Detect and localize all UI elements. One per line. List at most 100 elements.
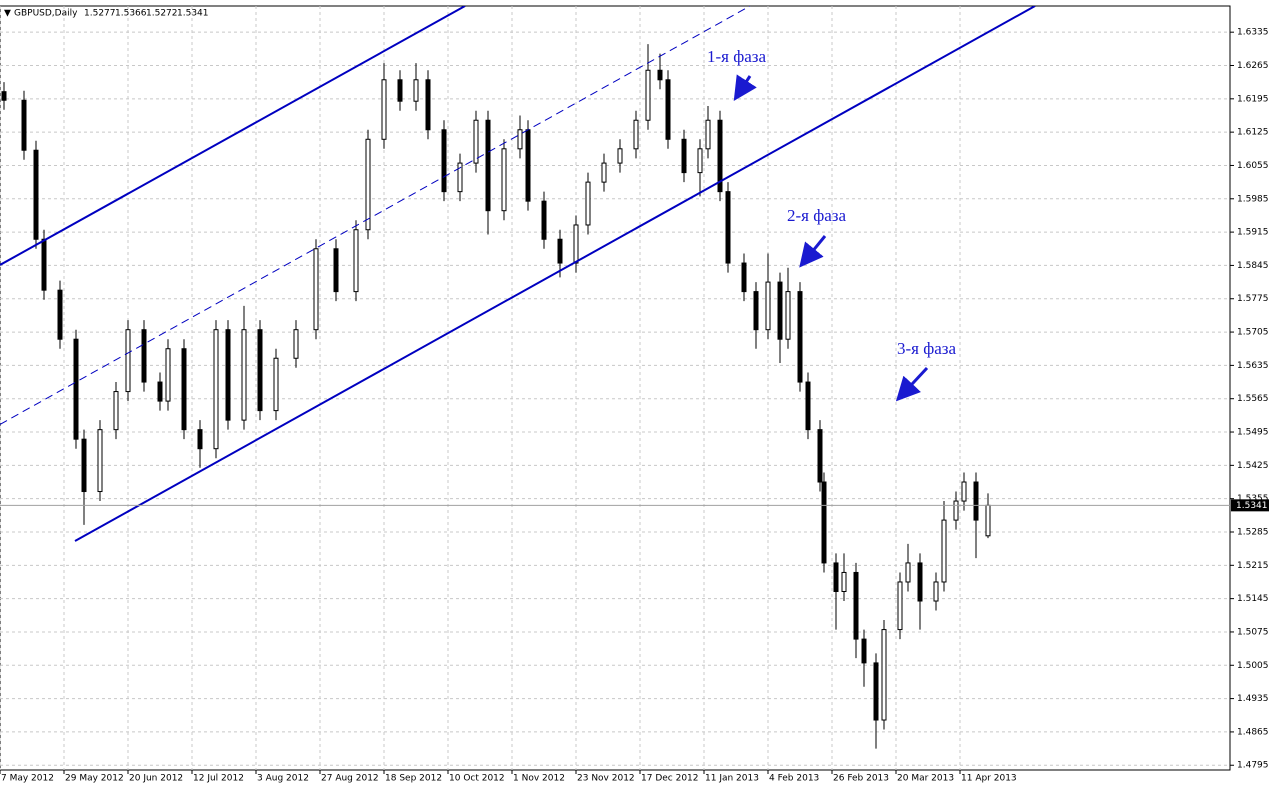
trend-line [0,6,466,266]
x-tick-label: 18 Sep 2012 [385,774,442,784]
candle-body [73,338,79,440]
candle-body [165,348,171,402]
candle-body [501,148,507,212]
y-tick-label: 1.5215 [1237,561,1269,571]
candle-body [785,291,791,340]
y-tick-label: 1.5075 [1237,627,1269,637]
candle-body [397,79,403,102]
candle-body [573,224,579,264]
candle-body [985,504,991,537]
y-tick-label: 1.5355 [1237,494,1269,504]
x-tick-label: 20 Jun 2012 [129,774,183,784]
candle-body [741,262,747,293]
candle-body [933,581,939,602]
x-tick-label: 12 Jul 2012 [193,774,244,784]
y-tick-label: 1.6335 [1237,28,1269,38]
candle-body [517,129,523,150]
candle-body [413,79,419,102]
candle-body [941,519,947,583]
candle-body [333,248,339,293]
x-tick-label: 27 Aug 2012 [321,774,379,784]
candle-body [293,329,299,359]
y-tick-label: 1.4795 [1237,761,1269,771]
candle-body [765,281,771,331]
candle-body [973,481,979,521]
candle-body [753,291,759,331]
y-tick-label: 1.5425 [1237,461,1269,471]
x-tick-label: 17 Dec 2012 [641,774,699,784]
y-tick-label: 1.5775 [1237,294,1269,304]
x-tick-label: 3 Aug 2012 [257,774,309,784]
candle-body [853,571,859,640]
candle-body [353,229,359,293]
candle-body [57,289,63,340]
y-tick-label: 1.5145 [1237,594,1269,604]
candle-body [633,119,639,150]
candle-body [725,191,731,264]
candle-body [1,91,7,101]
y-tick-label: 1.6055 [1237,161,1269,171]
price-label-box [1231,499,1269,512]
candle-body [657,69,663,81]
y-tick-label: 1.5915 [1237,228,1269,238]
x-tick-label: 20 Mar 2013 [897,774,954,784]
candle-body [833,562,839,592]
candle-body [817,429,823,483]
candle-body [97,429,103,493]
y-tick-label: 1.5845 [1237,261,1269,271]
y-tick-label: 1.6265 [1237,61,1269,71]
candle-body [905,562,911,583]
candle-body [541,200,547,240]
y-tick-label: 1.6125 [1237,128,1269,138]
candle-body [681,138,687,174]
candle-body [381,79,387,140]
candle-body [41,238,47,291]
trend-line [0,6,751,425]
candle-body [441,129,447,193]
candle-body [313,248,319,331]
x-tick-label: 4 Feb 2013 [769,774,819,784]
candle-body [861,638,867,664]
y-tick-label: 1.4865 [1237,727,1269,737]
candle-body [21,99,27,151]
candle-body [181,348,187,431]
candle-body [601,162,607,183]
candle-body [645,69,651,121]
plot-frame [0,5,1231,771]
candle-body [473,119,479,164]
header-close: 1.5341 [177,9,209,19]
candle-body [197,429,203,450]
candle-body [881,629,887,721]
candle-body [961,481,967,502]
candle-body [273,357,279,412]
candle-body [717,119,723,193]
y-tick-label: 1.5705 [1237,328,1269,338]
candle-body [33,149,39,240]
annotation: 3-я фаза [897,339,957,358]
candle-body [225,329,231,421]
annotation: 2-я фаза [787,206,847,225]
candle-body [953,500,959,521]
price-label: 1.5341 [1236,501,1268,511]
x-tick-label: 11 Apr 2013 [961,774,1017,784]
candle-body [665,79,671,140]
candle-body [113,391,119,431]
x-tick-label: 1 Nov 2012 [513,774,565,784]
candle-body [873,662,879,721]
candle-body [81,438,87,493]
header-high: 1.5366 [115,9,147,19]
y-tick-label: 1.5635 [1237,361,1269,371]
annotation-arrow [733,74,757,102]
annotation-arrow [895,366,929,402]
candle-body [705,119,711,150]
x-tick-label: 11 Jan 2013 [705,774,759,784]
trend-line [74,6,1036,542]
x-tick-label: 7 May 2012 [1,774,54,784]
y-tick-label: 1.5285 [1237,527,1269,537]
candle-body [697,148,703,174]
candle-body [241,329,247,421]
candle-body [777,281,783,340]
header-arrow: ▼ [4,9,11,19]
